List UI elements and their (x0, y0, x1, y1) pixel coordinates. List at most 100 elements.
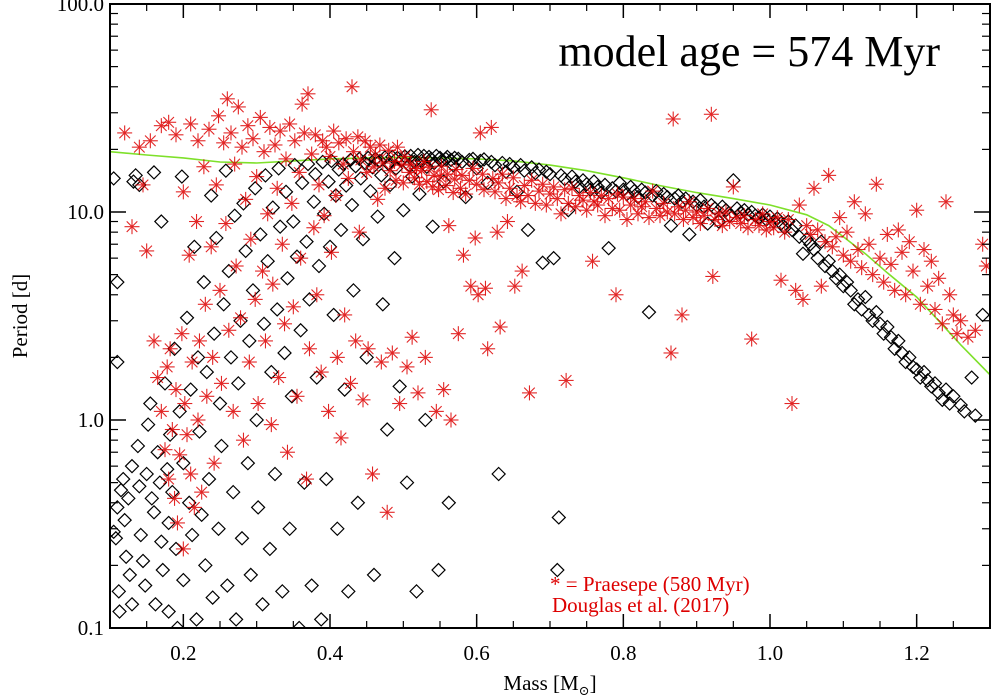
model-star-point (883, 329, 899, 345)
model-star-point (155, 562, 171, 578)
praesepe-star-point (535, 176, 551, 192)
model-star-point (196, 274, 212, 290)
praesepe-star-point (872, 250, 888, 266)
model-star-point (491, 466, 507, 482)
chart-title: model age = 574 Myr (558, 27, 940, 76)
praesepe-star-point (505, 170, 521, 186)
praesepe-star-point (338, 131, 354, 147)
model-star-point (184, 527, 200, 543)
praesepe-star-point (494, 166, 510, 182)
model-star-point (133, 527, 149, 543)
praesepe-star-point (397, 148, 413, 164)
praesepe-star-point (238, 191, 254, 207)
praesepe-star-point (475, 166, 491, 182)
model-star-point (964, 370, 980, 385)
model-star-point (153, 534, 169, 550)
praesepe-star-point (186, 499, 202, 515)
praesepe-star-point (425, 179, 441, 195)
x-tick-label: 1.2 (904, 641, 930, 665)
praesepe-star-point (938, 194, 954, 210)
model-star-point (189, 612, 204, 627)
model-star-point (379, 422, 395, 437)
praesepe-star-point (190, 412, 206, 428)
praesepe-star-point (211, 108, 227, 124)
model-star-point (824, 263, 840, 279)
praesepe-star-point (923, 253, 939, 269)
model-star-point (586, 174, 602, 189)
model-star-point (115, 471, 131, 487)
praesepe-star-point (218, 216, 234, 232)
model-star-point (216, 296, 232, 312)
model-star-point (262, 541, 278, 557)
model-curve-line (110, 150, 990, 376)
praesepe-star-point (784, 396, 800, 412)
praesepe-star-point (161, 114, 177, 130)
praesepe-star-point (350, 129, 366, 145)
model-star-point (553, 168, 569, 183)
praesepe-star-point (857, 206, 873, 222)
praesepe-star-point (571, 188, 587, 204)
model-star-point (223, 350, 239, 365)
model-star-point (795, 246, 811, 262)
praesepe-star-point (769, 210, 785, 226)
praesepe-star-point (167, 490, 183, 506)
model-star-point (445, 157, 461, 173)
praesepe-star-point (345, 144, 361, 160)
model-star-point (219, 578, 235, 593)
praesepe-star-point (124, 219, 140, 235)
praesepe-star-point (718, 204, 734, 220)
praesepe-star-point (240, 118, 256, 134)
praesepe-star-point (331, 135, 347, 151)
praesepe-star-point (489, 224, 505, 240)
model-star-point (170, 620, 185, 628)
praesepe-star-point (175, 541, 191, 557)
model-star-point (382, 177, 398, 193)
praesepe-star-point (700, 200, 716, 216)
model-star-point (313, 612, 329, 627)
model-star-point (212, 396, 228, 411)
praesepe-star-point (438, 178, 454, 194)
praesepe-star-point (470, 287, 486, 303)
praesepe-star-point (216, 135, 232, 151)
model-star-point (487, 157, 503, 173)
model-stars-layer (110, 147, 990, 628)
praesepe-star-point (463, 278, 479, 294)
praesepe-star-point (194, 484, 210, 500)
praesepe-star-point (498, 191, 514, 207)
praesepe-star-point (421, 159, 437, 175)
praesepe-star-point (579, 202, 595, 218)
praesepe-star-point (278, 151, 294, 167)
praesepe-star-point (177, 396, 193, 412)
model-star-point (110, 354, 125, 370)
x-axis-label-suffix: ] (590, 671, 597, 695)
praesepe-star-point (267, 137, 283, 153)
praesepe-star-point (191, 333, 207, 349)
praesepe-star-point (546, 179, 562, 195)
model-star-point (267, 466, 283, 482)
praesepe-star-point (431, 182, 447, 198)
model-star-point (784, 222, 800, 238)
praesepe-star-point (538, 197, 554, 213)
praesepe-star-point (824, 239, 840, 255)
model-star-point (110, 171, 122, 186)
praesepe-star-point (153, 403, 169, 419)
praesepe-star-point (927, 301, 943, 317)
praesepe-star-point (172, 447, 188, 463)
model-star-point (211, 521, 226, 537)
praesepe-star-point (403, 156, 419, 172)
y-tick-label: 100.0 (57, 0, 104, 16)
praesepe-star-point (300, 86, 316, 102)
praesepe-star-point (901, 234, 917, 250)
model-star-point (111, 584, 127, 599)
y-axis-label: Period [d] (8, 274, 32, 359)
praesepe-star-point (920, 278, 936, 294)
model-star-point (265, 200, 281, 215)
praesepe-star-point (313, 364, 329, 380)
praesepe-star-point (879, 226, 895, 242)
model-star-point (243, 567, 259, 583)
praesepe-star-point (795, 291, 811, 307)
model-star-point (140, 417, 156, 432)
model-star-point (294, 175, 310, 191)
model-star-point (425, 219, 441, 235)
